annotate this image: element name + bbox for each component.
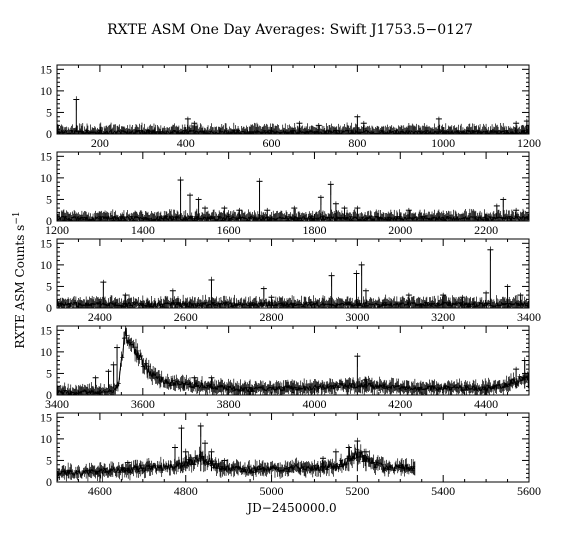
x-tick-label: 3200: [431, 310, 455, 324]
y-tick-label: 10: [40, 84, 52, 98]
y-tick-label: 10: [40, 171, 52, 185]
x-tick-label: 4000: [302, 397, 326, 411]
x-tick-label: 2400: [88, 310, 112, 324]
y-axis-label-sup: −1: [12, 211, 22, 224]
x-tick-label: 4600: [88, 484, 112, 498]
x-tick-label: 5400: [431, 484, 455, 498]
data-layer: [57, 422, 416, 482]
y-tick-label: 5: [46, 453, 52, 467]
x-tick-label: 2200: [474, 223, 498, 237]
x-tick-label: 600: [263, 136, 281, 150]
panel-frame: [56, 151, 530, 222]
data-layer: [57, 326, 529, 395]
y-tick-label: 5: [46, 192, 52, 206]
y-tick-label: 5: [46, 279, 52, 293]
panel-frame: [56, 64, 530, 135]
series-line: [57, 449, 415, 477]
series-line: [57, 300, 529, 308]
x-tick-label: 200: [91, 136, 109, 150]
x-tick-label: 4200: [388, 397, 412, 411]
panel-2: 0 5 10 15 1200 1400 1600 1800 2000 2200: [40, 149, 530, 237]
x-tick-label: 1200: [517, 136, 541, 150]
x-tick-label: 2800: [260, 310, 284, 324]
x-tick-label: 1200: [45, 223, 69, 237]
x-tick-label: 3800: [217, 397, 241, 411]
y-tick-label: 15: [40, 323, 52, 337]
chart-title: RXTE ASM One Day Averages: Swift J1753.5…: [107, 22, 473, 38]
panel-3: 0 5 10 15 2400 2600 2800 3000 3200 3400: [40, 236, 541, 324]
y-tick-label: 10: [40, 432, 52, 446]
data-layer: [57, 246, 529, 308]
x-tick-label: 1800: [302, 223, 326, 237]
y-axis-label: RXTE ASM Counts s−1: [12, 211, 27, 348]
x-tick-label: 5000: [260, 484, 284, 498]
series-line: [57, 128, 529, 134]
x-tick-label: 400: [177, 136, 195, 150]
panel-5: 0 5 10 15 4600 4800 5000 5200 5400 5600: [40, 410, 541, 498]
y-tick-label: 5: [46, 366, 52, 380]
x-tick-label: 4800: [174, 484, 198, 498]
x-tick-label: 5600: [517, 484, 541, 498]
y-tick-label: 0: [46, 127, 52, 141]
x-tick-label: 3400: [45, 397, 69, 411]
x-tick-label: 1000: [431, 136, 455, 150]
series-line: [57, 327, 529, 395]
y-tick-label: 15: [40, 410, 52, 424]
x-tick-label: 1600: [217, 223, 241, 237]
x-tick-label: 3600: [131, 397, 155, 411]
x-tick-label: 4400: [474, 397, 498, 411]
data-layer: [57, 176, 529, 221]
x-tick-label: 5200: [345, 484, 369, 498]
y-tick-label: 10: [40, 258, 52, 272]
x-tick-label: 3000: [345, 310, 369, 324]
y-tick-label: 15: [40, 236, 52, 250]
y-tick-label: 15: [40, 62, 52, 76]
x-tick-label: 2000: [388, 223, 412, 237]
x-axis-label: JD−2450000.0: [245, 501, 336, 515]
y-tick-label: 5: [46, 105, 52, 119]
x-tick-label: 2600: [174, 310, 198, 324]
y-tick-label: 0: [46, 214, 52, 228]
y-tick-label: 0: [46, 388, 52, 402]
panel-4: 0 5 10 15 3400 3600 3800 4000 4200 4400: [40, 323, 530, 411]
y-tick-label: 15: [40, 149, 52, 163]
y-axis-label-main: RXTE ASM Counts s: [13, 225, 27, 349]
x-tick-label: 3400: [517, 310, 541, 324]
y-tick-label: 10: [40, 345, 52, 359]
series-line: [57, 214, 529, 221]
y-tick-label: 0: [46, 475, 52, 489]
panel-1: 0 5 10 15 200 400 600 800 1000 1200: [40, 62, 541, 150]
x-tick-label: 1400: [131, 223, 155, 237]
x-tick-label: 800: [348, 136, 366, 150]
y-tick-label: 0: [46, 301, 52, 315]
panel-frame: [56, 238, 530, 309]
data-layer: [57, 96, 529, 134]
